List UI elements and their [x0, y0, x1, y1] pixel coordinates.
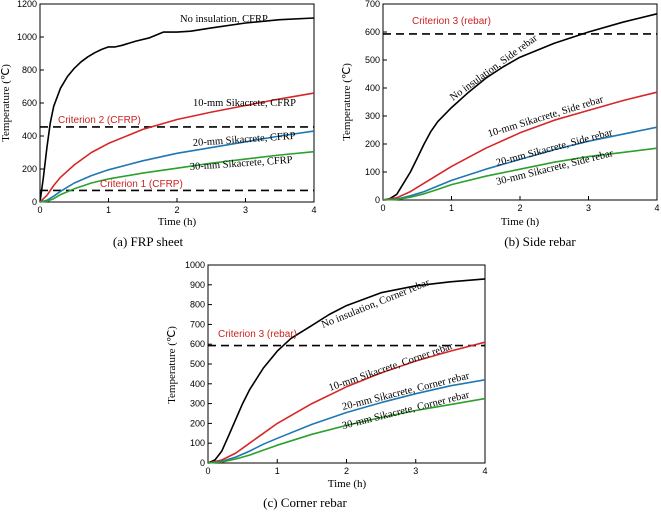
panel-c-x-tick-label-4: 4: [482, 466, 487, 476]
panel-a-x-axis-label: Time (h): [158, 216, 197, 228]
panel-c-x-axis-label: Time (h): [328, 478, 367, 490]
panel-b-series-label-0: No insulation, Side rebar: [448, 33, 540, 104]
panel-c-y-tick-label-8: 800: [190, 300, 205, 310]
panel-a-series-line-0: [39, 17, 315, 203]
panel-b-x-tick-label-3: 3: [586, 203, 591, 213]
panel-b-y-tick-label-7: 700: [365, 0, 380, 9]
panel-c-y-tick-label-1: 100: [190, 438, 205, 448]
panel-c-x-tick-label-0: 0: [205, 466, 210, 476]
panel-a-series-line-3: [39, 150, 315, 203]
panel-b-y-tick-label-6: 600: [365, 27, 380, 37]
panel-c-y-tick-label-0: 0: [200, 458, 205, 468]
panel-a-y-tick-label-5: 1000: [17, 32, 37, 42]
panel-c-plot-frame: [207, 264, 486, 464]
panel-c-y-tick-label-7: 700: [190, 319, 205, 329]
panel-a-frp-sheet: 0 1 2 3 4 0 200 400 600 800 1000 1200 Time (h) Temp…: [0, 0, 317, 249]
panel-b-y-tick-label-2: 200: [365, 139, 380, 149]
panel-c-x-tick-label-1: 1: [275, 466, 280, 476]
panel-c-corner-rebar: 0 1 2 3 4 0 100 200 300 400 500 600 700 800 900 1000 Ti…: [166, 260, 488, 510]
panel-a-series-label-1: 10-mm Sikacrete, CFRP: [193, 98, 296, 109]
panel-b-x-tick-label-1: 1: [449, 203, 454, 213]
panel-c-caption: (c) Corner rebar: [263, 495, 347, 510]
panel-a-x-tick-label-3: 3: [243, 205, 248, 215]
panel-c-x-tick-label-2: 2: [344, 466, 349, 476]
panel-b-side-rebar: 0 1 2 3 4 0 100 200 300 400 500 600 700 Time (h) Tem…: [341, 0, 660, 249]
panel-b-series-line-2: [382, 126, 658, 201]
panel-c-criterion-label-0: Criterion 3 (rebar): [218, 329, 297, 340]
panel-c-y-tick-label-2: 200: [190, 418, 205, 428]
panel-a-series-line-1: [39, 92, 315, 203]
panel-c-y-tick-label-10: 1000: [185, 260, 205, 270]
panel-a-series-label-3: 30-mm Sikacrete, CFRP: [189, 155, 293, 173]
panel-c-series-line-0: [207, 278, 486, 464]
panel-c-y-tick-label-4: 400: [190, 379, 205, 389]
panel-c-x-tick-label-3: 3: [413, 466, 418, 476]
panel-a-x-tick-label-1: 1: [106, 205, 111, 215]
panel-a-y-tick-label-6: 1200: [17, 0, 37, 9]
panel-c-y-tick-label-3: 300: [190, 399, 205, 409]
panel-b-series-line-1: [382, 91, 658, 201]
panel-c-y-tick-label-9: 900: [190, 280, 205, 290]
panel-b-y-tick-label-5: 500: [365, 55, 380, 65]
panel-c-y-tick-label-6: 600: [190, 339, 205, 349]
panel-c-y-tick-label-5: 500: [190, 359, 205, 369]
panel-a-x-tick-label-4: 4: [311, 205, 316, 215]
panel-a-series-label-2: 20-mm Sikacrete, CFRP: [192, 131, 296, 149]
panel-a-y-axis-label: Temperature (℃): [0, 64, 12, 142]
panel-a-x-tick-label-0: 0: [37, 205, 42, 215]
panel-a-x-tick-label-2: 2: [174, 205, 179, 215]
panel-b-criterion-label-0: Criterion 3 (rebar): [412, 16, 491, 27]
panel-c-series-label-0: No insulation, Corner rebar: [320, 277, 432, 331]
panel-a-criterion-label-1: Criterion 1 (CFRP): [100, 179, 183, 190]
panel-a-criterion-label-0: Criterion 2 (CFRP): [58, 115, 141, 126]
panel-a-y-tick-label-2: 400: [22, 131, 37, 141]
panel-b-y-tick-label-0: 0: [375, 195, 380, 205]
panel-a-series-line-2: [39, 130, 315, 203]
panel-c-y-axis-label: Temperature (℃): [166, 326, 178, 404]
panel-b-x-tick-label-2: 2: [517, 203, 522, 213]
panel-b-series-line-0: [382, 13, 658, 201]
panel-b-caption: (b) Side rebar: [504, 234, 576, 249]
panel-b-x-tick-label-0: 0: [380, 203, 385, 213]
panel-c-series-line-1: [207, 341, 486, 464]
panel-b-y-tick-label-3: 300: [365, 111, 380, 121]
panel-c-series-line-3: [207, 397, 486, 464]
panel-a-y-tick-label-0: 0: [32, 197, 37, 207]
panel-a-y-tick-label-4: 800: [22, 65, 37, 75]
panel-b-x-tick-label-4: 4: [654, 203, 659, 213]
panel-a-y-tick-label-3: 600: [22, 98, 37, 108]
panel-b-series-line-3: [382, 147, 658, 201]
panel-b-y-tick-label-1: 100: [365, 167, 380, 177]
panel-c-series-line-2: [207, 379, 486, 464]
panel-a-caption: (a) FRP sheet: [113, 234, 184, 249]
panel-b-y-tick-label-4: 400: [365, 83, 380, 93]
panel-b-x-axis-label: Time (h): [501, 216, 540, 228]
panel-a-y-tick-label-1: 200: [22, 164, 37, 174]
panel-b-y-axis-label: Temperature (℃): [341, 63, 353, 141]
panel-a-series-label-0: No insulation, CFRP: [180, 14, 268, 25]
